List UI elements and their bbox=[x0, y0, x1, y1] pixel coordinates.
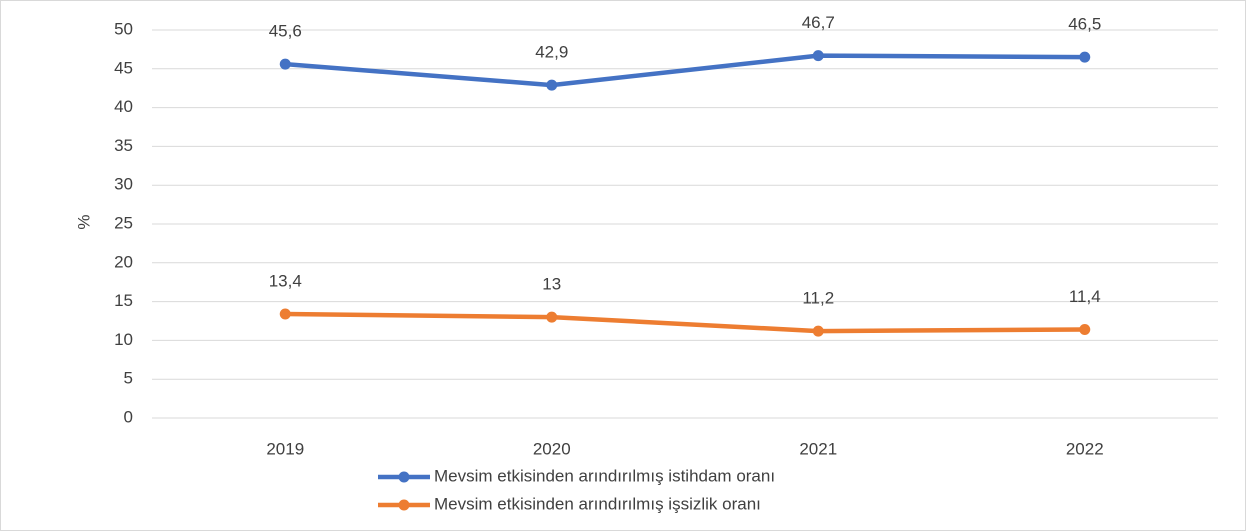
y-tick-label: 10 bbox=[114, 330, 133, 349]
data-label: 45,6 bbox=[269, 22, 302, 41]
data-point bbox=[546, 79, 558, 91]
x-tick-label: 2019 bbox=[266, 439, 304, 458]
data-point bbox=[279, 58, 291, 70]
legend-marker bbox=[398, 499, 410, 511]
y-tick-label: 0 bbox=[124, 407, 133, 426]
data-point bbox=[812, 50, 824, 62]
data-point bbox=[812, 325, 824, 337]
data-point bbox=[279, 308, 291, 320]
y-tick-label: 15 bbox=[114, 291, 133, 310]
x-tick-label: 2022 bbox=[1066, 439, 1104, 458]
y-tick-label: 30 bbox=[114, 175, 133, 194]
y-axis-label: % bbox=[74, 214, 93, 229]
x-tick-label: 2021 bbox=[799, 439, 837, 458]
y-tick-label: 25 bbox=[114, 213, 133, 232]
series-line bbox=[285, 311, 1085, 334]
data-label: 42,9 bbox=[535, 43, 568, 62]
y-tick-label: 20 bbox=[114, 252, 133, 271]
data-label: 46,5 bbox=[1068, 15, 1101, 34]
data-point bbox=[1079, 51, 1091, 63]
data-label: 11,4 bbox=[1069, 287, 1101, 306]
y-tick-label: 35 bbox=[114, 136, 133, 155]
y-tick-label: 5 bbox=[124, 369, 133, 388]
series-line bbox=[285, 53, 1085, 88]
data-point bbox=[546, 311, 558, 323]
data-label: 13 bbox=[542, 275, 561, 294]
y-tick-label: 40 bbox=[114, 97, 133, 116]
data-point bbox=[1079, 324, 1091, 336]
legend-marker bbox=[398, 471, 410, 483]
y-tick-label: 45 bbox=[114, 58, 133, 77]
data-label: 11,2 bbox=[802, 289, 834, 308]
data-label: 13,4 bbox=[269, 272, 302, 291]
y-tick-label: 50 bbox=[114, 19, 133, 38]
legend-label: Mevsim etkisinden arındırılmış işsizlik … bbox=[434, 494, 761, 513]
legend-label: Mevsim etkisinden arındırılmış istihdam … bbox=[434, 466, 775, 485]
data-label: 46,7 bbox=[802, 13, 835, 32]
x-tick-label: 2020 bbox=[533, 439, 571, 458]
